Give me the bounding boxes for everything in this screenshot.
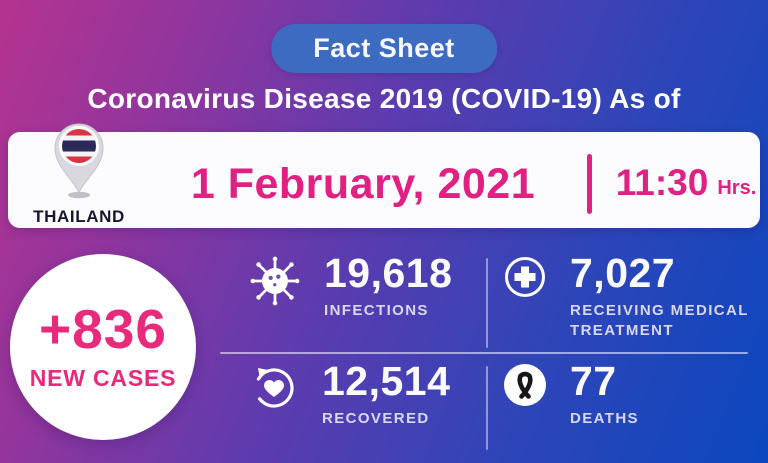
recovered-heart-icon <box>248 362 300 419</box>
recovered-label: RECOVERED <box>322 410 430 428</box>
stat-recovered: 12,514 RECOVERED <box>248 358 451 429</box>
stat-infections: 19,618 INFECTIONS <box>248 250 453 321</box>
new-cases-value: +836 <box>39 298 167 360</box>
date-time-divider <box>587 154 592 214</box>
stat-deaths: 77 DEATHS <box>502 358 639 429</box>
infections-value: 19,618 <box>324 250 453 296</box>
stat-treatment: 7,027 RECEIVING MEDICAL TREATMENT <box>502 250 765 340</box>
mourning-ribbon-icon <box>502 362 548 413</box>
stats-horizontal-divider <box>220 352 748 354</box>
report-time-unit: Hrs. <box>717 176 757 199</box>
page-title: Coronavirus Disease 2019 (COVID-19) As o… <box>87 83 681 114</box>
new-cases-label: NEW CASES <box>29 365 177 391</box>
deaths-value: 77 <box>570 358 617 404</box>
country-label: THAILAND <box>33 207 125 226</box>
fact-sheet-badge: Fact Sheet <box>271 24 497 73</box>
infections-label: INFECTIONS <box>324 302 429 320</box>
stats-vertical-divider-bottom <box>486 366 488 450</box>
fact-sheet-badge-label: Fact Sheet <box>313 33 455 63</box>
stats-vertical-divider-top <box>486 258 488 348</box>
treatment-label: RECEIVING MEDICAL TREATMENT <box>570 302 749 339</box>
date-banner: 1 February, 2021 11:30 Hrs. <box>8 132 760 228</box>
map-pin-flag-icon <box>54 123 104 199</box>
thailand-location-pin: THAILAND <box>30 112 128 227</box>
recovered-value: 12,514 <box>322 358 451 404</box>
report-date: 1 February, 2021 <box>190 159 536 208</box>
report-time: 11:30 <box>615 162 709 203</box>
deaths-label: DEATHS <box>570 410 639 428</box>
new-cases-circle: +836 NEW CASES <box>10 254 196 440</box>
virus-icon <box>248 254 302 313</box>
medical-cross-icon <box>502 254 548 305</box>
treatment-value: 7,027 <box>570 250 676 296</box>
